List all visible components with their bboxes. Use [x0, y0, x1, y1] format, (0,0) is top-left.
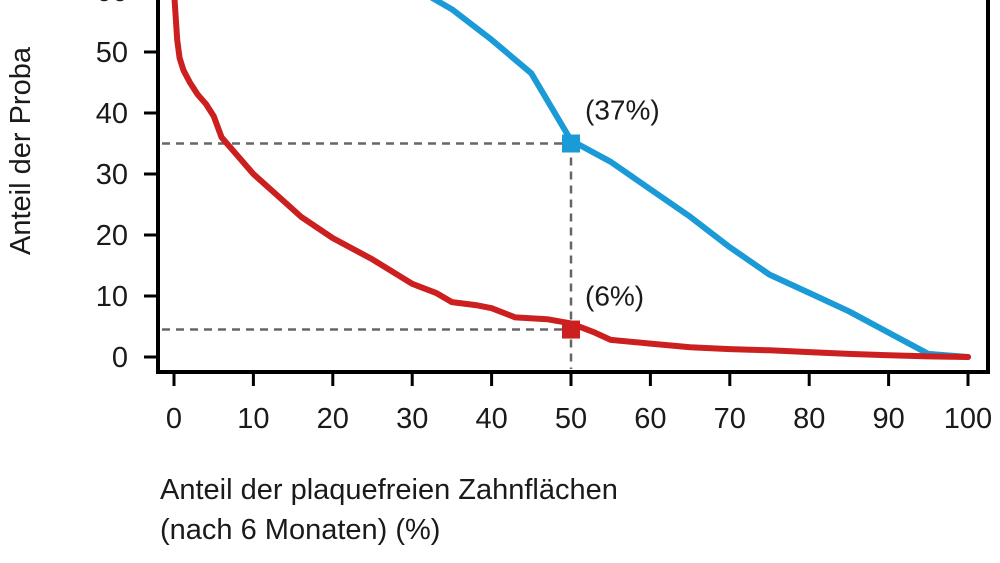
x-tick-label: 0: [166, 403, 182, 435]
x-tick-label: 20: [317, 403, 349, 435]
x-tick-label: 70: [714, 403, 746, 435]
series-line-blue: [429, 0, 971, 360]
y-tick-label: 10: [96, 281, 128, 313]
y-tick-label: 0: [112, 342, 128, 374]
x-axis-label-line2: (nach 6 Monaten) (%): [160, 514, 441, 546]
marker-blue: [562, 134, 580, 153]
x-axis-label: Anteil der plaquefreien Zahnflächen (nac…: [160, 470, 618, 550]
marker-layer: (37%) (6%): [562, 95, 660, 339]
y-tick-label: 40: [96, 98, 128, 130]
x-tick-label: 10: [237, 403, 269, 435]
annotation-blue: (37%): [585, 95, 660, 126]
x-tick-label: 80: [793, 403, 825, 435]
x-axis-label-line1: Anteil der plaquefreien Zahnflächen: [160, 474, 618, 506]
x-tick-label: 50: [555, 403, 587, 435]
y-tick-label: 30: [96, 159, 128, 191]
x-tick-label: 100: [944, 403, 992, 435]
y-tick-label: 60: [96, 0, 128, 8]
axes: [144, 0, 990, 386]
x-tick-label: 30: [396, 403, 428, 435]
x-tick-label: 90: [872, 403, 904, 435]
x-tick-label: 60: [634, 403, 666, 435]
marker-red: [562, 320, 580, 339]
y-axis-label: Anteil der Proba: [5, 46, 37, 255]
y-tick-label: 50: [96, 37, 128, 69]
series-layer: [171, 0, 971, 360]
annotation-red: (6%): [585, 281, 644, 312]
y-tick-label: 20: [96, 220, 128, 252]
x-tick-labels: 0 10 20 30 40 50 60 70 80 90 100: [166, 403, 992, 435]
series-line-red: [171, 0, 971, 360]
x-tick-label: 40: [475, 403, 507, 435]
y-tick-labels: 0 10 20 30 40 50 60: [96, 0, 128, 374]
